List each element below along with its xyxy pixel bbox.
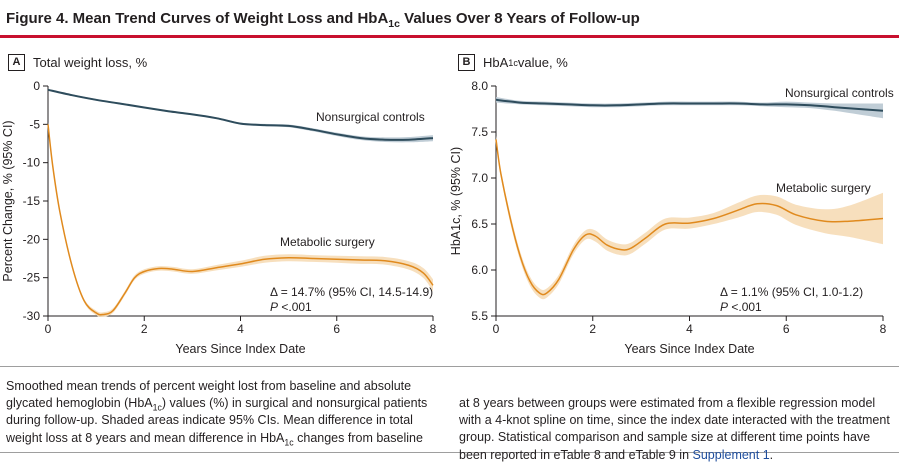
chart-a-y-tick-label-6: -30 bbox=[23, 309, 41, 323]
chart-a-x-tick-label-1: 2 bbox=[141, 322, 148, 336]
caption-right-text: at 8 years between groups were estimated… bbox=[459, 396, 890, 462]
chart-b-y-tick-label-5: 8.0 bbox=[471, 79, 488, 93]
caption-left-text-1: Smoothed mean trends of percent weight l… bbox=[6, 379, 412, 411]
bottom-divider bbox=[0, 452, 899, 453]
figure-title: Figure 4. Mean Trend Curves of Weight Lo… bbox=[6, 10, 893, 30]
caption-left-text-2: ) values (%) in surgical and nonsurgical… bbox=[6, 396, 428, 445]
chart-a-y-tick-label-1: -5 bbox=[29, 117, 40, 131]
chart-b-series-label-1: Metabolic surgery bbox=[776, 181, 871, 195]
chart-a-y-tick-label-2: -10 bbox=[23, 156, 41, 170]
chart-a-y-tick-label-3: -15 bbox=[23, 194, 41, 208]
chart-b-x-tick-label-0: 0 bbox=[493, 322, 500, 336]
chart-a-y-tick-label-5: -25 bbox=[23, 271, 41, 285]
chart-b-stats-p: P <.001 bbox=[720, 300, 762, 314]
chart-a-x-tick-label-4: 8 bbox=[430, 322, 437, 336]
chart-a-series-label-1: Metabolic surgery bbox=[280, 235, 375, 249]
title-accent-rule bbox=[0, 35, 899, 38]
chart-a-y-tick-label-0: 0 bbox=[33, 79, 40, 93]
caption-left-sub-2: 1c bbox=[284, 437, 294, 448]
chart-a-series-line-0 bbox=[47, 88, 434, 141]
chart-b-x-tick-label-2: 4 bbox=[686, 322, 693, 336]
chart-b-x-tick-label-4: 8 bbox=[880, 322, 887, 336]
supplement-link[interactable]: Supplement 1 bbox=[692, 447, 770, 462]
caption-left-column: Smoothed mean trends of percent weight l… bbox=[6, 378, 442, 447]
panel-a-letter: A bbox=[8, 54, 25, 71]
chart-b-y-tick-label-2: 6.5 bbox=[471, 217, 488, 231]
chart-b-y-tick-label-4: 7.5 bbox=[471, 125, 488, 139]
chart-b-series-line-0 bbox=[495, 98, 884, 112]
chart-b-series-label-0: Nonsurgical controls bbox=[785, 86, 894, 100]
chart-b-x-axis-label: Years Since Index Date bbox=[624, 342, 754, 356]
chart-a-series-label-0: Nonsurgical controls bbox=[316, 110, 425, 124]
panel-b-heading: B HbA 1c value, % bbox=[458, 54, 568, 71]
caption-divider bbox=[0, 366, 899, 367]
panel-a-title: Total weight loss, % bbox=[33, 55, 148, 70]
caption-right-end: . bbox=[769, 447, 774, 462]
chart-b-y-axis-label: HbA1c, % (95% CI) bbox=[449, 147, 463, 255]
chart-b-series-line-1 bbox=[495, 139, 884, 296]
chart-b-x-tick-label-1: 2 bbox=[589, 322, 596, 336]
chart-b-x-tick-label-3: 6 bbox=[783, 322, 790, 336]
figure-title-prefix: Figure 4. Mean Trend Curves of Weight Lo… bbox=[6, 10, 389, 27]
caption-left-text-3: changes from baseline bbox=[293, 430, 423, 445]
chart-a-series-line-1 bbox=[47, 124, 434, 316]
chart-a-x-axis-label: Years Since Index Date bbox=[175, 342, 305, 356]
panel-b-letter: B bbox=[458, 54, 475, 71]
panel-a-heading: A Total weight loss, % bbox=[8, 54, 147, 71]
chart-a-y-tick-label-4: -20 bbox=[23, 232, 41, 246]
chart-b-y-tick-label-1: 6.0 bbox=[471, 263, 488, 277]
caption-left-sub-1: 1c bbox=[152, 402, 162, 413]
chart-a-x-tick-label-2: 4 bbox=[237, 322, 244, 336]
panel-b-title-prefix: HbA bbox=[483, 55, 509, 70]
figure-title-subscript: 1c bbox=[388, 18, 400, 30]
chart-b-y-tick-label-3: 7.0 bbox=[471, 171, 488, 185]
chart-a-stats-p: P <.001 bbox=[270, 300, 312, 314]
panel-b-title-suffix: value, % bbox=[517, 55, 568, 70]
chart-a-y-axis-label: Percent Change, % (95% CI) bbox=[1, 120, 15, 281]
chart-b-y-tick-label-0: 5.5 bbox=[471, 309, 488, 323]
caption-right-column: at 8 years between groups were estimated… bbox=[459, 395, 893, 464]
figure-title-suffix: Values Over 8 Years of Follow-up bbox=[399, 10, 640, 27]
chart-a-x-tick-label-3: 6 bbox=[333, 322, 340, 336]
chart-a-stats-delta: Δ = 14.7% (95% CI, 14.5-14.9) bbox=[270, 285, 433, 299]
chart-a-x-tick-label-0: 0 bbox=[45, 322, 52, 336]
chart-b-ci-band-0 bbox=[496, 97, 883, 119]
chart-b-stats-delta: Δ = 1.1% (95% CI, 1.0-1.2) bbox=[720, 285, 863, 299]
chart-b-ci-band-1 bbox=[496, 135, 883, 300]
